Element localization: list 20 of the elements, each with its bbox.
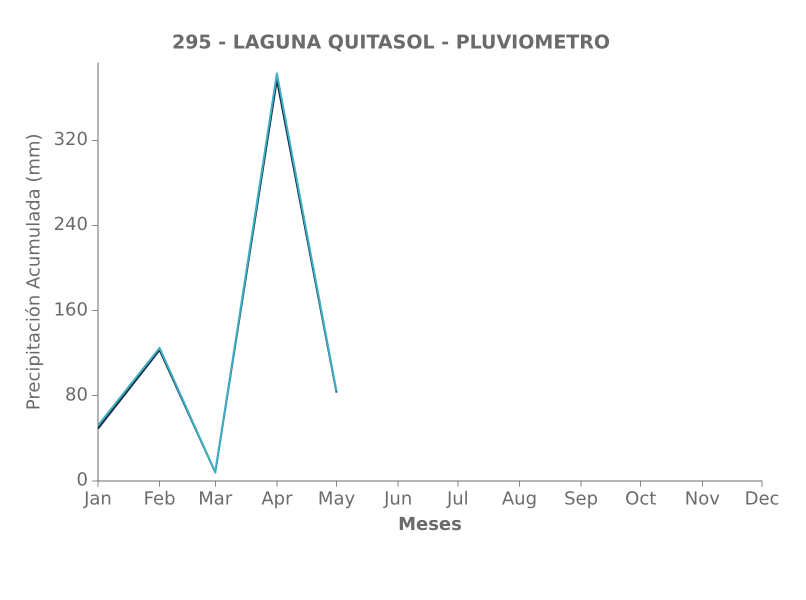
y-tick-label: 80 bbox=[65, 384, 88, 406]
x-tick-label: Nov bbox=[684, 488, 720, 510]
chart-title: 295 - LAGUNA QUITASOL - PLUVIOMETRO bbox=[172, 31, 610, 54]
x-tick-label: Dec bbox=[744, 488, 780, 510]
x-tick-label: Mar bbox=[198, 488, 233, 510]
x-tick-label: Sep bbox=[564, 488, 598, 510]
y-tick-label: 320 bbox=[54, 129, 88, 150]
x-tick-label: Aug bbox=[502, 488, 538, 510]
x-tick-label: Apr bbox=[261, 488, 294, 510]
y-tick-label: 160 bbox=[54, 299, 88, 320]
y-axis-title: Precipitación Acumulada (mm) bbox=[23, 133, 44, 410]
x-tick-label: Jul bbox=[446, 488, 469, 510]
x-tick-label: May bbox=[318, 488, 356, 510]
x-axis-title: Meses bbox=[398, 514, 462, 535]
y-tick-label: 0 bbox=[76, 469, 88, 490]
x-tick-label: Jun bbox=[383, 488, 412, 510]
x-tick-label: Jan bbox=[83, 488, 112, 510]
x-tick-label: Oct bbox=[625, 488, 656, 510]
y-tick-label: 240 bbox=[54, 214, 88, 236]
x-tick-label: Feb bbox=[144, 488, 176, 510]
